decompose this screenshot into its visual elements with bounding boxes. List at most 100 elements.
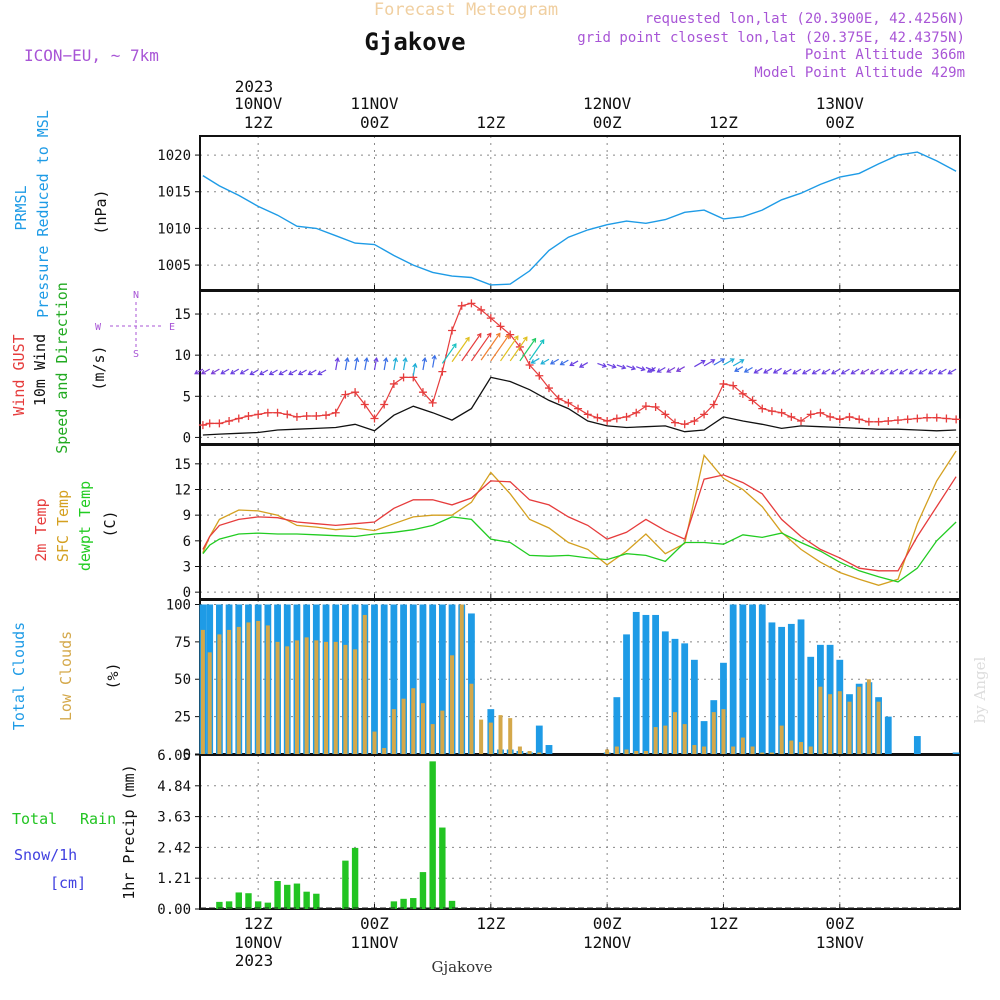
wind-arrow — [383, 358, 387, 371]
gust-marker — [525, 361, 534, 370]
wind-arrow-head — [763, 369, 769, 374]
gust-marker — [738, 389, 747, 398]
wind-arrow-head — [937, 369, 943, 375]
wind-arrow-head — [772, 368, 778, 374]
wind-arrow-head — [630, 365, 637, 371]
wind-arrow-head — [831, 369, 837, 375]
gust-marker — [370, 414, 379, 423]
dewpt-line — [202, 516, 957, 583]
rain-bar — [274, 881, 281, 909]
top-hour-label: 00Z — [360, 113, 389, 132]
total-cloud-bar — [380, 604, 388, 754]
rain-bar — [419, 872, 427, 909]
wind-arrow-head — [392, 357, 399, 363]
wind-arrow-head — [559, 360, 565, 366]
wind-arrow — [402, 358, 407, 371]
wind-arrow-head — [734, 367, 740, 372]
gust-marker — [554, 394, 563, 403]
wind-arrow-head — [640, 366, 646, 372]
wind-arrow-head — [383, 357, 389, 363]
low-cloud-bar — [847, 701, 852, 754]
gust-marker — [215, 419, 224, 428]
compass-s-label: S — [133, 349, 139, 360]
gust-marker — [651, 402, 660, 411]
y-tick-label: 3 — [183, 559, 191, 575]
wind-arrow-head — [927, 369, 933, 375]
low-cloud-bar — [731, 746, 736, 754]
low-cloud-bar — [256, 620, 261, 754]
wind-arrow — [490, 334, 510, 362]
wind-arrow — [298, 369, 307, 375]
gust-marker — [709, 400, 718, 409]
bottom-day-label: 11NOV — [350, 933, 399, 952]
compass-n-label: N — [133, 290, 139, 301]
total-cloud-bar — [400, 604, 407, 754]
gust-marker — [457, 301, 466, 310]
rain-bar — [264, 902, 272, 909]
total-cloud-bar — [438, 604, 446, 754]
wind-arrow-head — [540, 359, 546, 365]
y-tick-label: 15 — [174, 307, 191, 323]
gust-marker — [767, 407, 776, 416]
low-cloud-bar — [789, 740, 794, 754]
low-cloud-bar — [769, 752, 774, 754]
gust-marker — [263, 408, 272, 417]
wind-arrow — [269, 369, 278, 375]
wind-arrow — [480, 333, 501, 361]
wind-speed-line — [202, 376, 957, 436]
rain-bar — [245, 893, 252, 909]
total-cloud-bar — [652, 614, 660, 754]
gust-marker — [389, 379, 398, 388]
total-cloud-bar — [429, 604, 437, 754]
total-cloud-bar — [671, 638, 679, 754]
gust-marker — [244, 412, 253, 421]
wind-arrow-head — [334, 357, 340, 363]
y-tick-label: 0 — [183, 747, 191, 763]
total-rain-label: Total — [12, 810, 57, 828]
low-cloud-bar — [353, 649, 358, 754]
gust-marker — [622, 412, 631, 421]
low-cloud-bar — [382, 748, 387, 754]
gust-marker — [312, 412, 321, 421]
point-altitude: Point Altitude 366m — [805, 47, 965, 63]
gust-marker — [535, 371, 544, 380]
wind-gust-label: Wind GUST — [10, 334, 28, 415]
wind-arrow — [763, 367, 773, 374]
watermark: by Angel — [971, 656, 989, 723]
clouds-panel: 0 25 50 75 100 — [166, 597, 961, 763]
rain-bar — [293, 883, 301, 909]
low-cloud-bar — [605, 749, 610, 754]
low-cloud-bar — [779, 725, 784, 754]
wind-arrow-head — [344, 357, 350, 363]
y-tick-label: 5 — [183, 389, 191, 405]
footer-location: Gjakove — [431, 958, 492, 976]
low-cloud-bar — [420, 703, 425, 754]
wind-arrow — [647, 366, 656, 373]
top-hour-label: 12Z — [244, 113, 273, 132]
low-cloud-bar — [711, 712, 716, 754]
low-cloud-bar — [682, 724, 687, 754]
low-cloud-bar — [614, 746, 619, 754]
wind-arrow-head — [431, 354, 437, 360]
low-cloud-bar — [663, 725, 668, 754]
total-cloud-bar — [797, 619, 805, 754]
wind-arrow-head — [656, 368, 662, 373]
wind-arrow — [713, 358, 725, 366]
y-tick-label: 0 — [183, 585, 191, 601]
wind-arrow-head — [210, 369, 216, 375]
low-cloud-bar — [479, 719, 484, 754]
wind-arrow-head — [578, 363, 584, 368]
wind-panel: 0 5 10 15 — [174, 290, 961, 446]
bottom-year-label: 2023 — [235, 951, 274, 970]
bottom-hour-label: 12Z — [709, 914, 738, 933]
compass-w-label: W — [95, 322, 102, 333]
total-cloud-bar — [371, 604, 378, 754]
wind-arrow-head — [531, 337, 537, 343]
gust-marker — [593, 413, 602, 422]
low-cloud-bar — [517, 746, 522, 754]
wind-arrow — [259, 369, 269, 375]
gust-marker — [671, 418, 679, 427]
gust-marker — [835, 415, 844, 424]
precip-panel: 0.00 1.21 2.42 3.63 4.84 6.05 — [157, 748, 961, 918]
